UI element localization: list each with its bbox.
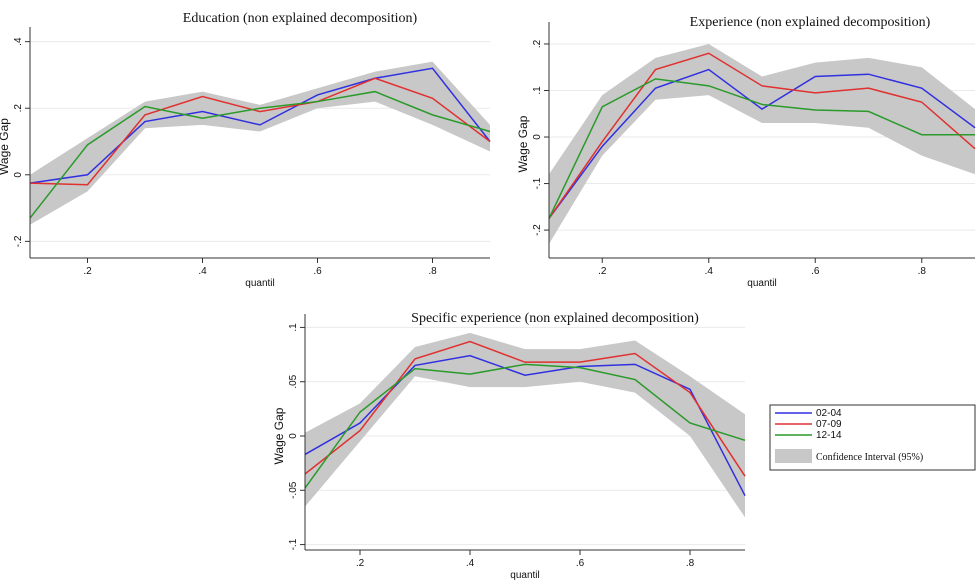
series-line bbox=[548, 68, 976, 219]
y-tick-label: -.1 bbox=[288, 538, 299, 550]
x-axis-label: quantil bbox=[510, 570, 539, 581]
confidence-band bbox=[30, 61, 490, 225]
y-tick-label: 0 bbox=[13, 172, 24, 178]
x-tick-label: .6 bbox=[313, 266, 322, 277]
y-tick-label: .2 bbox=[13, 104, 24, 113]
y-tick-label: .1 bbox=[288, 323, 299, 332]
y-tick-label: .1 bbox=[532, 86, 543, 95]
x-axis-label: quantil bbox=[747, 278, 776, 289]
y-tick-label: .2 bbox=[532, 39, 543, 48]
x-tick-label: .6 bbox=[576, 558, 585, 569]
y-tick-label: 0 bbox=[288, 433, 299, 439]
x-tick-label: .4 bbox=[198, 266, 207, 277]
x-tick-label: .8 bbox=[428, 266, 437, 277]
series-line bbox=[304, 340, 746, 477]
legend-swatch bbox=[775, 449, 812, 463]
series-line bbox=[304, 354, 746, 497]
series-line bbox=[304, 363, 746, 489]
series-line bbox=[548, 78, 975, 219]
x-tick-label: .2 bbox=[356, 558, 365, 569]
legend-label: 02-04 bbox=[816, 408, 842, 419]
y-tick-label: -.05 bbox=[288, 481, 299, 499]
y-tick-label: 0 bbox=[532, 134, 543, 140]
x-tick-label: .8 bbox=[686, 558, 695, 569]
x-tick-label: .6 bbox=[811, 266, 820, 277]
chart-title: Education (non explained decomposition) bbox=[183, 11, 418, 26]
y-tick-label: .05 bbox=[288, 374, 299, 388]
y-tick-label: .4 bbox=[13, 37, 24, 46]
y-axis-label: Wage Gap bbox=[0, 118, 11, 175]
x-axis-label: quantil bbox=[245, 278, 274, 289]
legend-label: 07-09 bbox=[816, 419, 842, 430]
chart-title: Specific experience (non explained decom… bbox=[411, 311, 699, 326]
confidence-band bbox=[549, 43, 975, 245]
legend-label: 12-14 bbox=[816, 430, 842, 441]
x-tick-label: .8 bbox=[918, 266, 927, 277]
y-tick-label: -.2 bbox=[532, 224, 543, 236]
series-line bbox=[548, 52, 976, 219]
x-tick-label: .2 bbox=[598, 266, 607, 277]
y-axis-label: Wage Gap bbox=[272, 407, 286, 464]
series-line bbox=[29, 77, 491, 186]
y-tick-label: -.1 bbox=[532, 177, 543, 189]
series-line bbox=[29, 90, 491, 219]
x-tick-label: .4 bbox=[466, 558, 475, 569]
y-tick-label: -.2 bbox=[13, 235, 24, 247]
chart-title: Experience (non explained decomposition) bbox=[690, 15, 931, 30]
series-line bbox=[29, 67, 491, 184]
x-tick-label: .2 bbox=[83, 266, 92, 277]
y-axis-label: Wage Gap bbox=[516, 115, 530, 172]
legend-label: Confidence Interval (95%) bbox=[816, 452, 923, 463]
x-tick-label: .4 bbox=[705, 266, 714, 277]
